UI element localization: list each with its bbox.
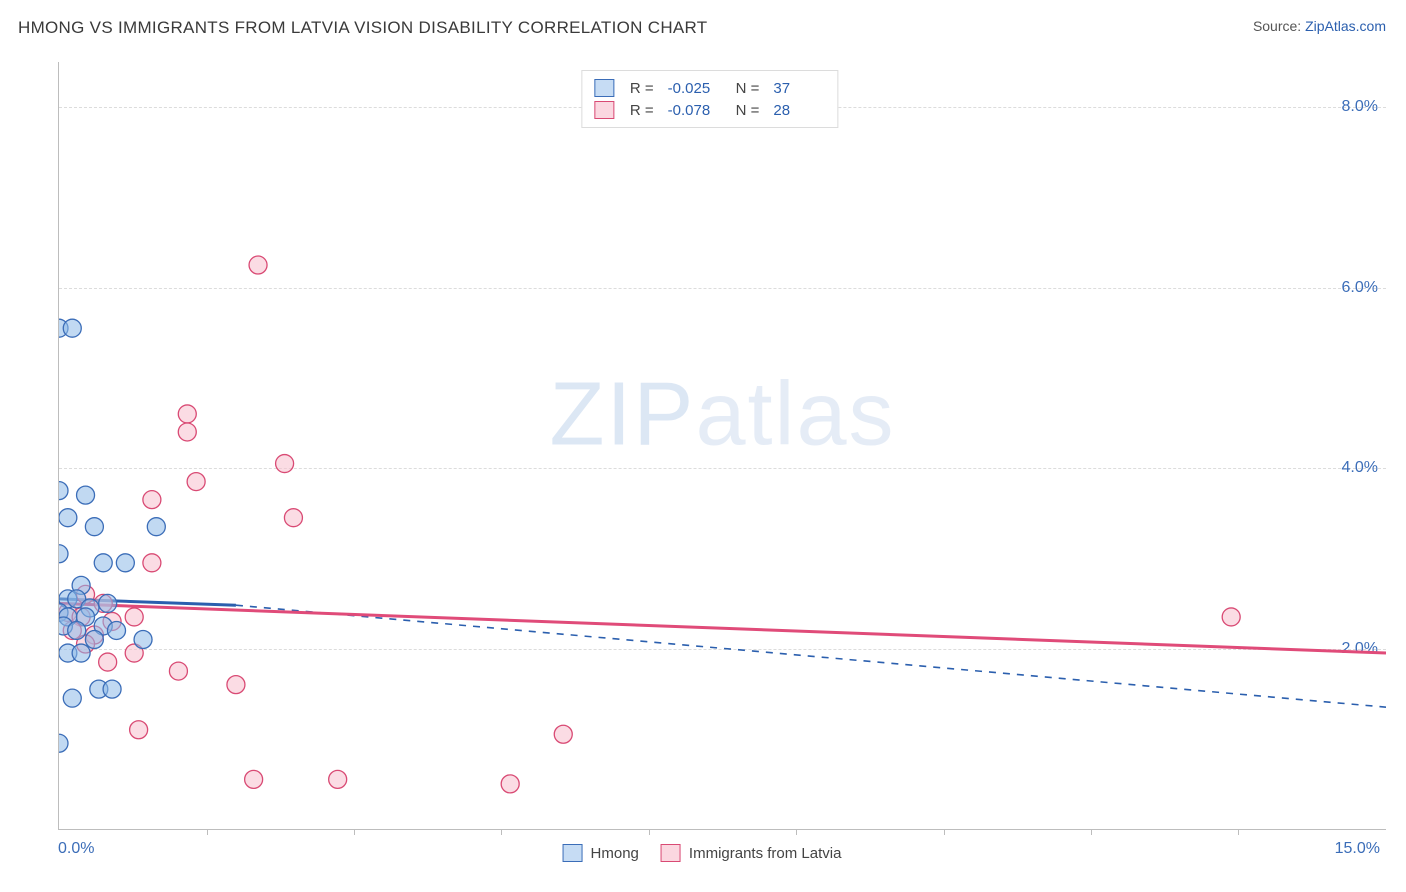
data-point (77, 486, 95, 504)
x-tick (207, 829, 208, 835)
data-point (72, 644, 90, 662)
data-point (187, 473, 205, 491)
stat-r-latvia: -0.078 (668, 102, 720, 119)
stat-label-r: R = (630, 80, 654, 97)
legend-row-latvia: R = -0.078 N = 28 (594, 99, 826, 121)
data-point (178, 405, 196, 423)
x-tick (501, 829, 502, 835)
data-point (147, 518, 165, 536)
source-link[interactable]: ZipAtlas.com (1305, 18, 1386, 34)
stat-label-n: N = (736, 102, 760, 119)
data-point (554, 725, 572, 743)
x-tick (1238, 829, 1239, 835)
data-point (63, 689, 81, 707)
data-point (85, 518, 103, 536)
data-point (227, 676, 245, 694)
legend-label-hmong: Hmong (591, 845, 639, 862)
correlation-legend: R = -0.025 N = 37 R = -0.078 N = 28 (581, 70, 839, 128)
data-point (116, 554, 134, 572)
legend-item-latvia: Immigrants from Latvia (661, 844, 842, 862)
data-point (99, 653, 117, 671)
data-point (249, 256, 267, 274)
data-point (501, 775, 519, 793)
x-tick (1091, 829, 1092, 835)
x-axis-label-max: 15.0% (1335, 840, 1380, 858)
chart-area: Vision Disability ZIPatlas R = -0.025 N … (18, 50, 1386, 872)
source-prefix: Source: (1253, 18, 1305, 34)
x-tick (649, 829, 650, 835)
regression-latvia (59, 603, 1386, 653)
stat-r-hmong: -0.025 (668, 80, 720, 97)
swatch-pink (661, 844, 681, 862)
data-point (134, 631, 152, 649)
swatch-blue (563, 844, 583, 862)
swatch-pink (594, 101, 614, 119)
series-legend: Hmong Immigrants from Latvia (563, 844, 842, 862)
data-point (59, 509, 77, 527)
data-point (178, 423, 196, 441)
series-latvia (59, 256, 1240, 793)
legend-item-hmong: Hmong (563, 844, 639, 862)
series-hmong (59, 319, 165, 752)
stat-label-r: R = (630, 102, 654, 119)
data-point (103, 680, 121, 698)
data-point (85, 631, 103, 649)
data-point (329, 770, 347, 788)
regression-hmong-extrapolated (236, 605, 1386, 707)
data-point (1222, 608, 1240, 626)
data-point (59, 482, 68, 500)
legend-label-latvia: Immigrants from Latvia (689, 845, 842, 862)
plot-svg (59, 62, 1386, 829)
stat-n-hmong: 37 (773, 80, 825, 97)
data-point (59, 734, 68, 752)
plot-region: ZIPatlas R = -0.025 N = 37 R = -0.078 N … (58, 62, 1386, 830)
data-point (108, 621, 126, 639)
data-point (143, 491, 161, 509)
x-tick (796, 829, 797, 835)
data-point (245, 770, 263, 788)
data-point (59, 545, 68, 563)
data-point (63, 319, 81, 337)
data-point (143, 554, 161, 572)
swatch-blue (594, 79, 614, 97)
data-point (94, 554, 112, 572)
legend-row-hmong: R = -0.025 N = 37 (594, 77, 826, 99)
data-point (276, 455, 294, 473)
chart-title: HMONG VS IMMIGRANTS FROM LATVIA VISION D… (18, 18, 708, 38)
data-point (169, 662, 187, 680)
source-credit: Source: ZipAtlas.com (1253, 18, 1386, 34)
data-point (284, 509, 302, 527)
data-point (68, 621, 86, 639)
data-point (130, 721, 148, 739)
x-tick (354, 829, 355, 835)
x-tick (944, 829, 945, 835)
stat-label-n: N = (736, 80, 760, 97)
data-point (99, 594, 117, 612)
stat-n-latvia: 28 (773, 102, 825, 119)
data-point (125, 608, 143, 626)
x-axis-label-min: 0.0% (58, 840, 94, 858)
